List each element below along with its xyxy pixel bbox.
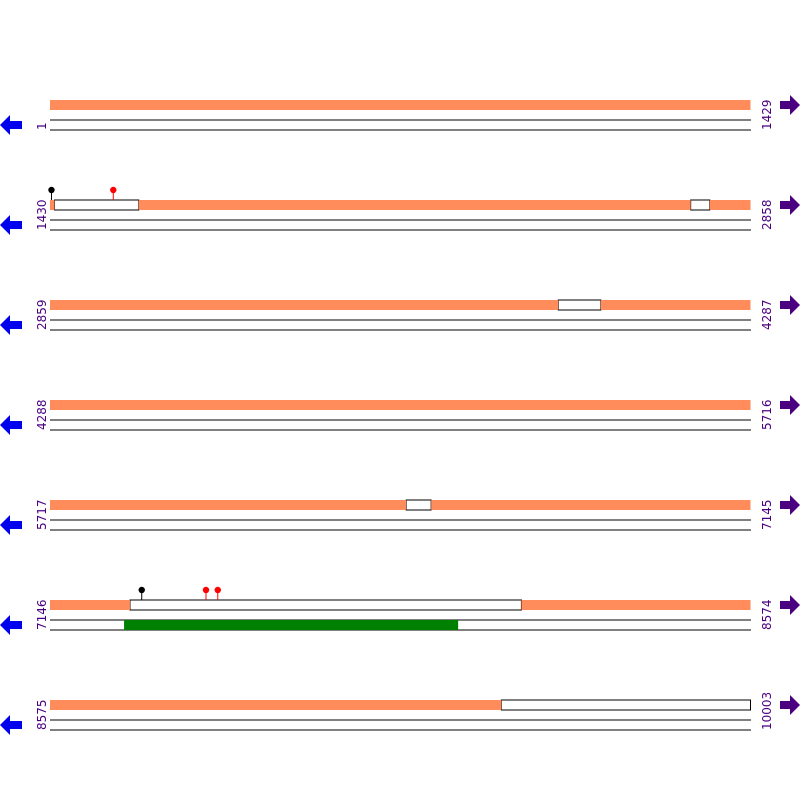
sequence-row: 2859 4287 — [0, 295, 800, 335]
forward-gap — [405, 499, 432, 511]
scroll-left-button[interactable] — [0, 715, 22, 735]
row-end-label: 1429 — [760, 99, 774, 130]
forward-feature-block[interactable] — [431, 500, 751, 510]
arrow-left-icon — [0, 215, 22, 235]
scroll-left-button[interactable] — [0, 115, 22, 135]
scroll-left-button[interactable] — [0, 215, 22, 235]
row-start-label: 8575 — [35, 699, 49, 730]
red-pin-marker[interactable] — [214, 586, 221, 600]
pin-head — [202, 586, 210, 594]
red-pin-marker[interactable] — [202, 586, 210, 600]
scroll-left-button[interactable] — [0, 515, 22, 535]
reverse-orf-block[interactable] — [124, 620, 459, 630]
forward-gap — [500, 699, 752, 711]
forward-gap — [129, 599, 522, 611]
arrow-right-icon — [780, 395, 800, 415]
sequence-row: 4288 5716 — [0, 395, 800, 435]
pin-head — [138, 586, 145, 594]
scroll-right-button[interactable] — [780, 695, 800, 715]
scroll-right-button[interactable] — [780, 295, 800, 315]
forward-feature-block[interactable] — [521, 600, 751, 610]
scroll-left-button[interactable] — [0, 615, 22, 635]
pin-head — [48, 186, 55, 194]
arrow-right-icon — [780, 595, 800, 615]
scroll-right-button[interactable] — [780, 495, 800, 515]
forward-feature-block[interactable] — [138, 200, 691, 210]
forward-feature-block[interactable] — [50, 300, 559, 310]
sequence-row: 5717 7145 — [0, 495, 800, 535]
row-end-label: 5716 — [760, 399, 774, 430]
row-start-label: 5717 — [35, 499, 49, 530]
row-start-label: 1 — [35, 122, 49, 130]
arrow-right-icon — [780, 495, 800, 515]
forward-feature-block[interactable] — [50, 400, 751, 410]
black-pin-marker[interactable] — [48, 186, 55, 200]
scroll-left-button[interactable] — [0, 415, 22, 435]
forward-feature-block[interactable] — [600, 300, 751, 310]
arrow-right-icon — [780, 195, 800, 215]
sequence-row: 7146 8574 — [0, 586, 800, 635]
forward-feature-block[interactable] — [709, 200, 751, 210]
forward-feature-block[interactable] — [50, 500, 407, 510]
row-end-label: 2858 — [760, 199, 774, 230]
forward-feature-block[interactable] — [50, 600, 130, 610]
sequence-row: 1 1429 — [0, 95, 800, 135]
forward-feature-block[interactable] — [50, 100, 751, 110]
forward-gap — [557, 299, 602, 311]
arrow-right-icon — [780, 295, 800, 315]
sequence-row: 8575 10003 — [0, 692, 800, 735]
pin-head — [214, 586, 221, 594]
row-end-label: 4287 — [760, 299, 774, 330]
black-pin-marker[interactable] — [138, 586, 145, 600]
scroll-right-button[interactable] — [780, 395, 800, 415]
row-start-label: 7146 — [35, 599, 49, 630]
row-end-label: 10003 — [760, 692, 774, 730]
arrow-left-icon — [0, 715, 22, 735]
arrow-left-icon — [0, 515, 22, 535]
forward-gap — [690, 199, 711, 211]
arrow-right-icon — [780, 695, 800, 715]
row-start-label: 2859 — [35, 299, 49, 330]
red-pin-marker[interactable] — [110, 186, 117, 200]
forward-feature-block[interactable] — [50, 700, 502, 710]
arrow-left-icon — [0, 615, 22, 635]
sequence-row: 1430 2858 — [0, 186, 800, 235]
row-start-label: 4288 — [35, 399, 49, 430]
pin-head — [110, 186, 117, 194]
scroll-right-button[interactable] — [780, 95, 800, 115]
scroll-right-button[interactable] — [780, 195, 800, 215]
arrow-left-icon — [0, 315, 22, 335]
arrow-left-icon — [0, 415, 22, 435]
row-end-label: 8574 — [760, 599, 774, 630]
arrow-left-icon — [0, 115, 22, 135]
forward-gap — [53, 199, 140, 211]
row-end-label: 7145 — [760, 499, 774, 530]
forward-feature-block[interactable] — [50, 200, 55, 210]
scroll-right-button[interactable] — [780, 595, 800, 615]
row-start-label: 1430 — [35, 199, 49, 230]
scroll-left-button[interactable] — [0, 315, 22, 335]
arrow-right-icon — [780, 95, 800, 115]
